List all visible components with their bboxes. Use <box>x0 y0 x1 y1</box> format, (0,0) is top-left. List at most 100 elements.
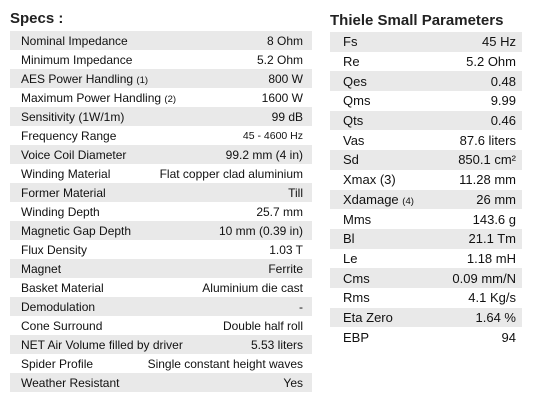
row-label: Cone Surround <box>21 319 102 333</box>
row-label-text: Spider Profile <box>21 356 94 371</box>
row-value: Flat copper clad aluminium <box>159 166 303 181</box>
row-value: 0.48 <box>490 73 516 89</box>
table-row: Maximum Power Handling (2) 1600 W <box>10 88 312 107</box>
table-row: EBP 94 <box>330 327 522 347</box>
row-value: 9.99 <box>490 93 516 109</box>
row-label-text: Xdamage <box>343 191 399 207</box>
row-label: Le <box>343 251 357 266</box>
row-label-text: EBP <box>343 329 370 345</box>
table-row: Qts 0.46 <box>330 110 522 131</box>
row-footnote: (2) <box>164 93 177 105</box>
row-label-text: Minimum Impedance <box>21 52 133 67</box>
row-label-text: Mms <box>343 211 372 227</box>
row-label-text: Eta Zero <box>343 309 393 325</box>
row-label: Former Material <box>21 186 106 200</box>
row-value: 5.2 Ohm <box>256 52 303 67</box>
row-label: Vas <box>343 133 364 148</box>
row-label: Magnet <box>21 262 61 276</box>
row-label-text: Voice Coil Diameter <box>21 147 127 162</box>
row-label-text: Flux Density <box>21 242 88 257</box>
row-label-text: NET Air Volume filled by driver <box>21 337 183 352</box>
row-label-text: Rms <box>343 290 370 306</box>
table-row: Magnetic Gap Depth 10 mm (0.39 in) <box>10 221 312 240</box>
row-label: Winding Material <box>21 167 110 181</box>
row-label-text: Fs <box>343 34 358 50</box>
table-row: AES Power Handling (1) 800 W <box>10 69 312 88</box>
row-label-text: Maximum Power Handling <box>21 90 162 105</box>
row-label: Demodulation <box>21 300 95 314</box>
row-label-text: Le <box>343 250 358 266</box>
row-label: Eta Zero <box>343 310 393 325</box>
row-value: 800 W <box>268 71 303 86</box>
thiele-small-heading: Thiele Small Parameters <box>330 12 504 29</box>
table-row: Eta Zero 1.64 % <box>330 307 522 328</box>
row-value: 1600 W <box>261 90 303 105</box>
row-label-text: Frequency Range <box>21 128 117 143</box>
table-row: Demodulation - <box>10 297 312 316</box>
row-value: Ferrite <box>268 261 303 276</box>
row-value: 94 <box>501 329 516 345</box>
row-label-text: Re <box>343 54 360 70</box>
row-label-text: Bl <box>343 231 355 247</box>
row-label-text: Winding Depth <box>21 204 100 219</box>
table-row: Vas 87.6 liters <box>330 130 522 151</box>
row-value: 0.46 <box>490 113 516 129</box>
row-value: 4.1 Kg/s <box>468 290 516 306</box>
table-row: Magnet Ferrite <box>10 259 312 278</box>
row-value: Till <box>288 185 303 200</box>
table-row: Winding Depth 25.7 mm <box>10 202 312 221</box>
row-label: Flux Density <box>21 243 87 257</box>
row-label: AES Power Handling (1) <box>21 72 148 86</box>
row-label: Rms <box>343 290 370 305</box>
row-footnote: (1) <box>136 74 149 86</box>
row-value: 1.64 % <box>475 309 516 325</box>
row-label: Winding Depth <box>21 205 100 219</box>
row-value: - <box>299 299 303 314</box>
row-label-text: Sensitivity (1W/1m) <box>21 109 125 124</box>
row-label-text: Basket Material <box>21 280 104 295</box>
row-value: 850.1 cm² <box>458 152 516 168</box>
row-label-text: Nominal Impedance <box>21 33 128 48</box>
row-label: Bl <box>343 231 355 246</box>
row-label: Magnetic Gap Depth <box>21 224 131 238</box>
table-row: Sd 850.1 cm² <box>330 150 522 170</box>
table-row: Bl 21.1 Tm <box>330 228 522 249</box>
row-label: Weather Resistant <box>21 376 120 390</box>
specs-table: Nominal Impedance 8 Ohm Minimum Impedance 5… <box>10 31 312 392</box>
table-row: Nominal Impedance 8 Ohm <box>10 31 312 50</box>
row-label: EBP <box>343 330 369 345</box>
table-row: Former Material Till <box>10 183 312 202</box>
row-label-text: Cms <box>343 270 370 286</box>
table-row: Re 5.2 Ohm <box>330 51 522 72</box>
row-label-text: Qes <box>343 73 367 89</box>
row-label: Qms <box>343 93 370 108</box>
row-label: Spider Profile <box>21 357 93 371</box>
row-label-text: Demodulation <box>21 299 96 314</box>
table-row: Fs 45 Hz <box>330 32 522 52</box>
row-label: Sd <box>343 152 359 167</box>
table-row: Basket Material Aluminium die cast <box>10 278 312 297</box>
row-label: Mms <box>343 212 371 227</box>
row-value: 8 Ohm <box>266 33 303 48</box>
row-value: 45 - 4600 Hz <box>242 129 303 142</box>
table-row: Frequency Range 45 - 4600 Hz <box>10 126 312 145</box>
row-value: 1.03 T <box>269 242 303 257</box>
table-row: Qes 0.48 <box>330 71 522 92</box>
row-label-text: Qms <box>343 93 371 109</box>
row-value: 143.6 g <box>472 211 516 227</box>
row-label: NET Air Volume filled by driver <box>21 338 183 352</box>
specs-heading: Specs : <box>10 10 64 27</box>
row-value: 25.7 mm <box>256 204 303 219</box>
row-footnote: (4) <box>402 195 414 207</box>
row-label-text: Weather Resistant <box>21 375 120 390</box>
row-label-text: Vas <box>343 132 365 148</box>
row-value: 5.2 Ohm <box>466 54 516 70</box>
row-label: Basket Material <box>21 281 104 295</box>
row-value: Aluminium die cast <box>202 280 303 295</box>
row-label-text: AES Power Handling <box>21 71 134 86</box>
row-value: 11.28 mm <box>459 172 516 188</box>
row-label: Nominal Impedance <box>21 34 128 48</box>
table-row: Rms 4.1 Kg/s <box>330 287 522 308</box>
row-label: Re <box>343 54 360 69</box>
row-label-text: Cone Surround <box>21 318 103 333</box>
